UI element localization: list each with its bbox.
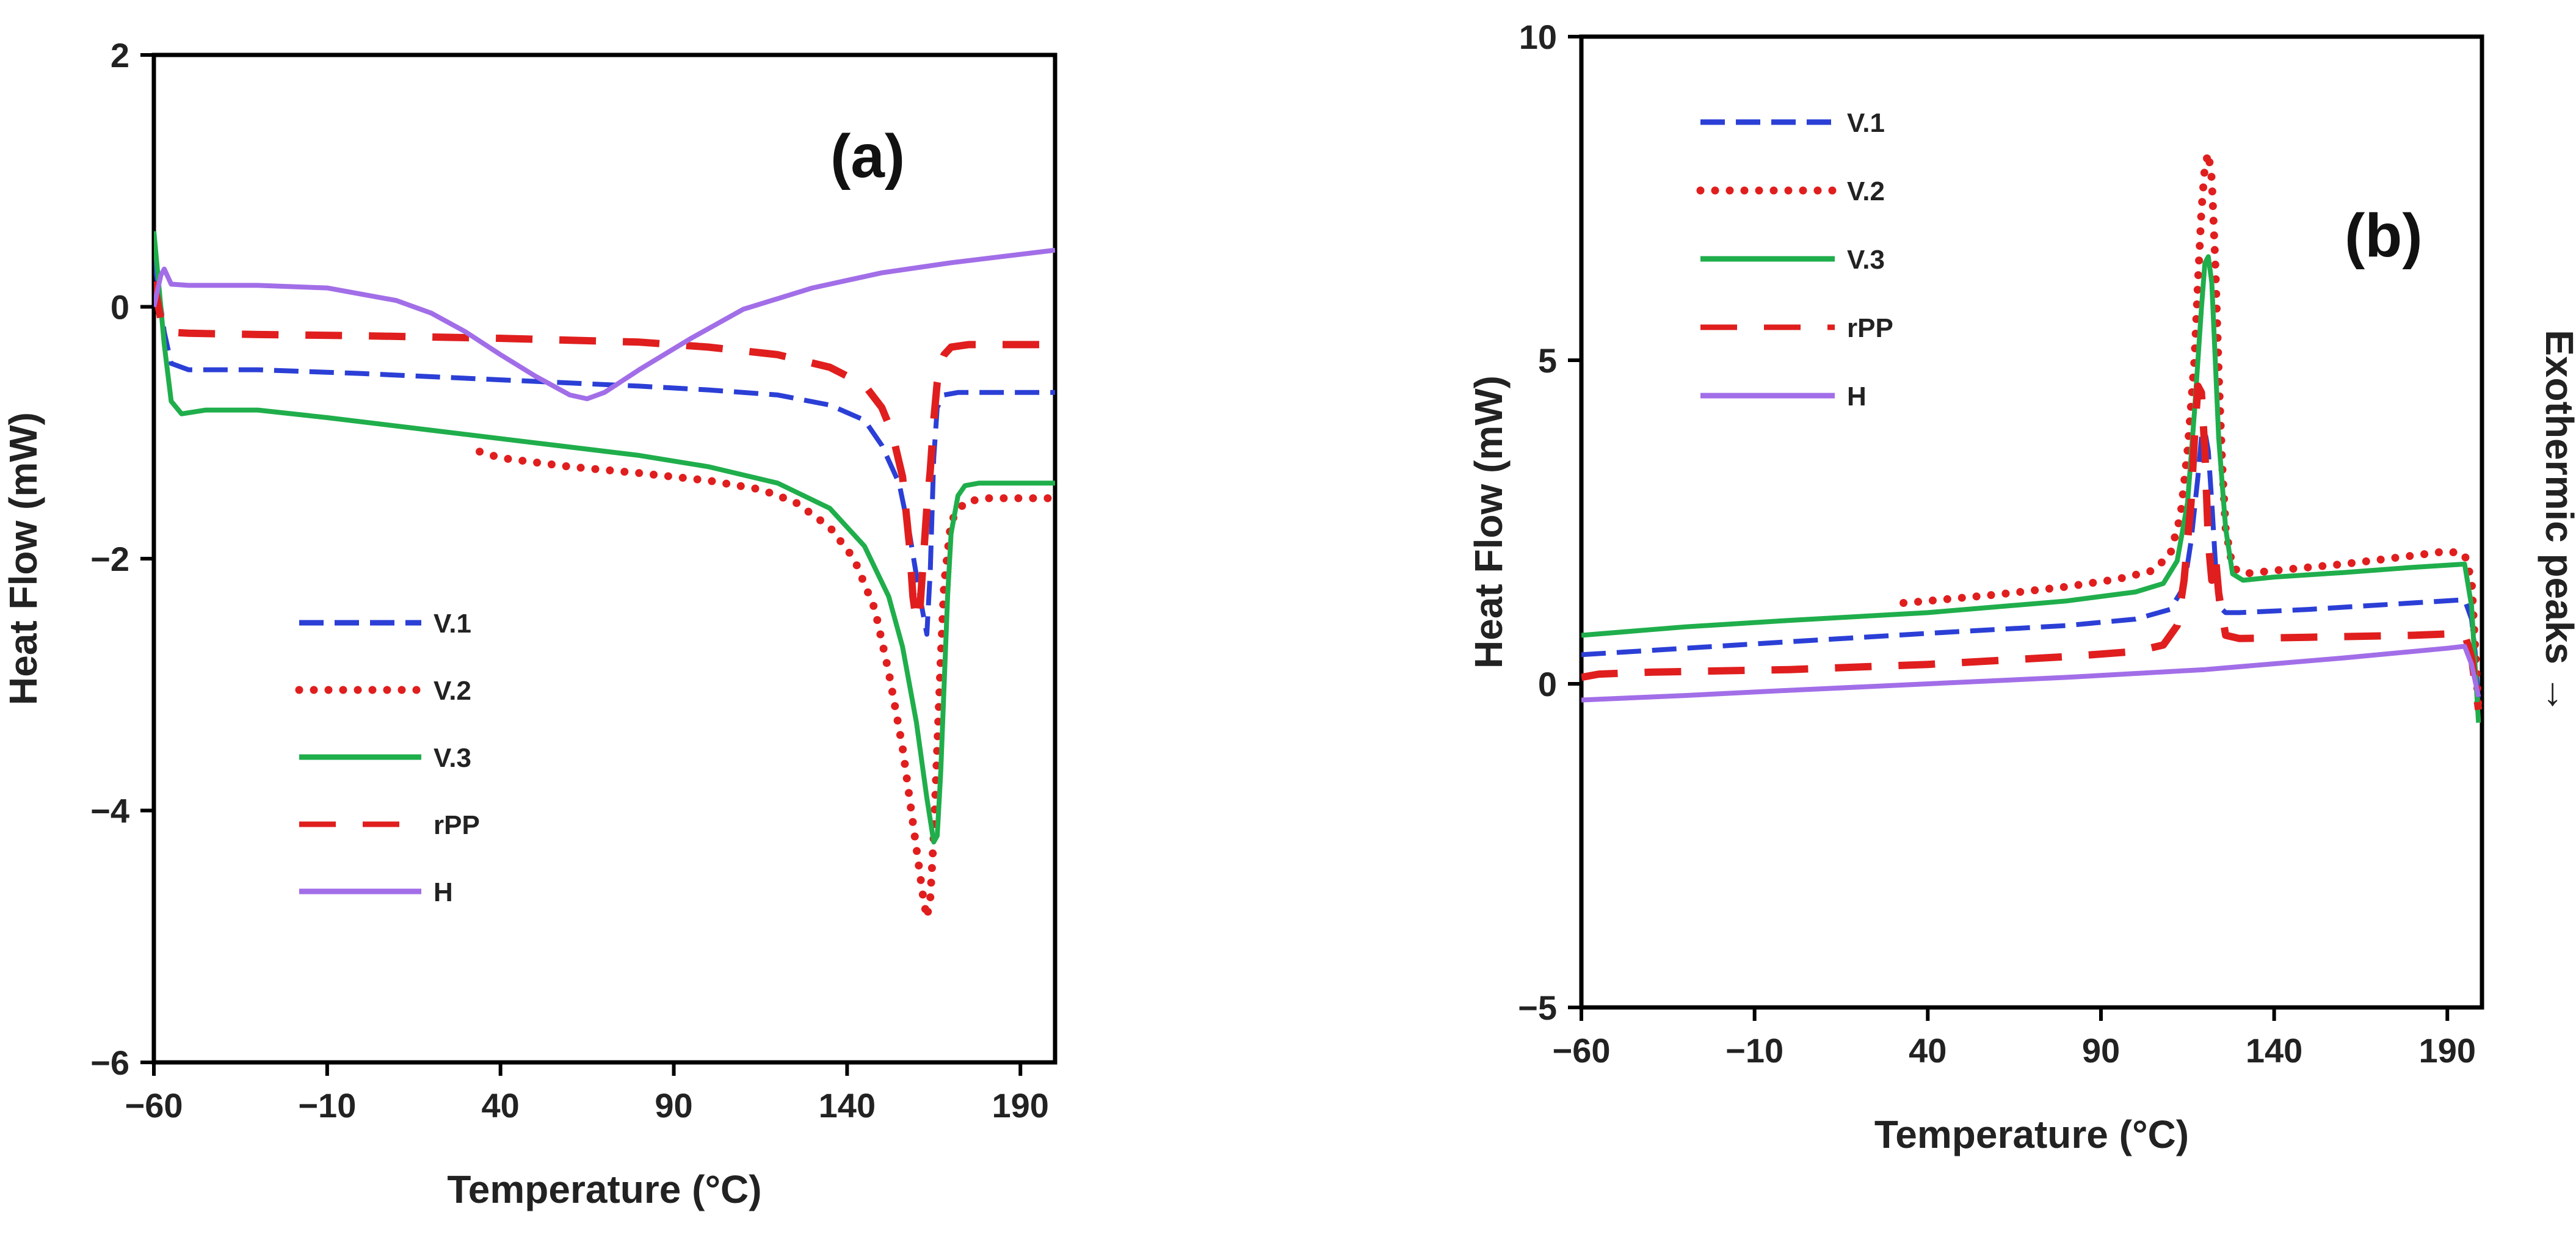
x-tick-label: −10 xyxy=(298,1086,356,1125)
series-line-rpp xyxy=(1581,382,2482,711)
legend-label: V.1 xyxy=(1847,108,1885,138)
legend-label: V.2 xyxy=(434,676,471,706)
panel-label: (b) xyxy=(2345,201,2423,270)
chart-a: −60 −10 40 90 140 190 −6 −4 −2 0 2 Temperature (°C)… xyxy=(1,36,1058,1211)
legend-label: V.3 xyxy=(434,743,471,773)
chart-b: −60 −10 40 90 140 190 −5 0 5 10 Temperature (°C) He… xyxy=(1467,18,2576,1156)
legend-label: V.1 xyxy=(434,609,471,639)
x-tick-label: −10 xyxy=(1725,1031,1783,1070)
x-tick-label: 90 xyxy=(655,1086,692,1125)
series-line-v2 xyxy=(1899,149,2482,714)
legend-label: rPP xyxy=(1847,313,1893,343)
legend-label: V.2 xyxy=(1847,176,1885,206)
plot-frame xyxy=(151,53,1058,1065)
x-tick-label: 40 xyxy=(482,1086,520,1125)
legend-label: H xyxy=(434,877,453,907)
x-tick-label: −60 xyxy=(125,1086,183,1125)
x-tick-label: 140 xyxy=(819,1086,876,1125)
x-tick-label: 140 xyxy=(2246,1031,2302,1070)
y-tick-label: 2 xyxy=(111,36,129,74)
panel-label: (a) xyxy=(830,122,905,190)
plot-frame xyxy=(1579,34,2484,1010)
y-tick-label: −4 xyxy=(90,792,129,830)
x-axis-title: Temperature (°C) xyxy=(1874,1112,2189,1156)
y-tick-label: 10 xyxy=(1519,18,1557,56)
y-axis-title: Heat Flow (mW) xyxy=(1467,375,1511,669)
y-tick-label: −5 xyxy=(1518,989,1557,1027)
series-line-v2 xyxy=(476,448,1055,922)
right-axis-annotation: Exothermic peaks → xyxy=(2538,330,2576,714)
y-tick-label: −6 xyxy=(90,1043,129,1082)
series-line-rpp xyxy=(154,281,1055,626)
y-tick-label: 0 xyxy=(111,288,129,327)
x-axis-title: Temperature (°C) xyxy=(447,1167,761,1211)
series-line-v3 xyxy=(154,231,1055,845)
series-line-v1 xyxy=(1581,429,2481,704)
x-tick-label: 190 xyxy=(992,1086,1049,1125)
x-tick-label: 40 xyxy=(1909,1031,1947,1070)
chart-panel-b: −60 −10 40 90 140 190 −5 0 5 10 Temperature (°C) He… xyxy=(1465,0,2576,1237)
series-line-v3 xyxy=(1581,254,2481,723)
x-tick-label: 90 xyxy=(2082,1031,2120,1070)
x-tick-label: 190 xyxy=(2419,1031,2476,1070)
legend-label: rPP xyxy=(434,810,480,840)
y-tick-label: −2 xyxy=(90,540,129,578)
series-line-h xyxy=(1581,644,2481,703)
chart-panel-a: −60 −10 40 90 140 190 −6 −4 −2 0 2 Temperature (°C)… xyxy=(0,0,1075,1237)
x-tick-label: −60 xyxy=(1553,1031,1611,1070)
y-tick-label: 5 xyxy=(1538,341,1557,380)
legend-label: H xyxy=(1847,382,1867,412)
y-tick-label: 0 xyxy=(1538,665,1557,703)
y-axis-title: Heat Flow (mW) xyxy=(1,412,45,705)
legend-label: V.3 xyxy=(1847,245,1885,275)
series-line-h xyxy=(154,247,1055,402)
